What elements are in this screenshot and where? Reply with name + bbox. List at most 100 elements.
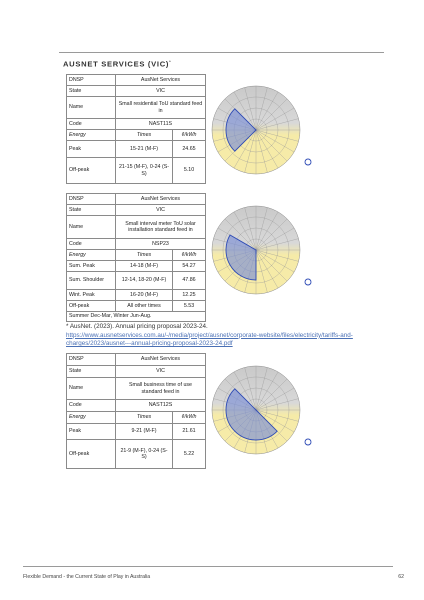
spoke bbox=[255, 238, 299, 251]
rate-label: Sum. Shoulder bbox=[66, 271, 116, 290]
cell-label: Name bbox=[66, 215, 116, 239]
col-head: Times bbox=[115, 129, 173, 141]
cell-label: Name bbox=[66, 377, 116, 400]
rate-label: Off-peak bbox=[66, 439, 116, 469]
spoke bbox=[255, 378, 288, 411]
cell-value: Small interval meter ToU solar installat… bbox=[115, 215, 206, 239]
col-head: Times bbox=[115, 249, 173, 261]
spoke bbox=[255, 249, 288, 282]
spoke bbox=[255, 249, 295, 273]
rate-label: Off-peak bbox=[66, 157, 116, 184]
cell-value: AusNet Services bbox=[115, 193, 206, 205]
col-head: Times bbox=[115, 411, 173, 424]
tariff-table-1: DNSP AusNet Services State VIC Name Small r… bbox=[66, 74, 206, 184]
spoke bbox=[255, 129, 295, 153]
cell-value: AusNet Services bbox=[115, 353, 206, 366]
footnote-text: * AusNet. (2023). Annual pricing proposa… bbox=[66, 323, 208, 330]
spoke bbox=[255, 129, 288, 162]
spoke bbox=[224, 218, 257, 251]
cell-label: State bbox=[66, 204, 116, 216]
spoke bbox=[244, 129, 257, 173]
rate-times: 16-20 (M-F) bbox=[115, 289, 173, 301]
spoke bbox=[255, 211, 279, 251]
spoke bbox=[244, 207, 257, 251]
spoke bbox=[255, 249, 299, 262]
cell-label: State bbox=[66, 365, 116, 378]
tariff-table-3: DNSP AusNet Services State VIC Name Small b… bbox=[66, 353, 206, 469]
cell-value: NAST11S bbox=[115, 118, 206, 130]
rate-label: Sum. Peak bbox=[66, 260, 116, 272]
spoke bbox=[255, 227, 295, 251]
legend-marker bbox=[304, 158, 312, 166]
top-rule bbox=[59, 52, 384, 53]
spoke bbox=[233, 129, 257, 169]
spoke bbox=[255, 249, 268, 293]
rate-times: 21-15 (M-F), 0-24 (S-S) bbox=[115, 157, 173, 184]
cell-label: Code bbox=[66, 238, 116, 250]
rate-label: Peak bbox=[66, 140, 116, 158]
cell-value: AusNet Services bbox=[115, 74, 206, 86]
col-head: Energy bbox=[66, 249, 116, 261]
spoke bbox=[233, 371, 257, 411]
spoke bbox=[255, 129, 299, 142]
usage-sector bbox=[225, 108, 257, 152]
legend-marker bbox=[304, 438, 312, 446]
spoke bbox=[255, 129, 279, 169]
spoke bbox=[255, 91, 279, 131]
tariff-table-2: DNSP AusNet Services State VIC Name Small i… bbox=[66, 193, 206, 322]
cell-label: DNSP bbox=[66, 353, 116, 366]
season-note: Summer Dec-Mar, Winter Jun-Aug. bbox=[66, 311, 206, 322]
rate-times: All other times bbox=[115, 300, 173, 312]
spoke bbox=[255, 367, 268, 411]
spoke bbox=[255, 207, 268, 251]
rate-value: 5.22 bbox=[172, 439, 206, 469]
footnote: * AusNet. (2023). Annual pricing proposa… bbox=[66, 323, 388, 349]
rate-times: 12-14, 18-20 (M-F) bbox=[115, 271, 173, 290]
col-head: Energy bbox=[66, 411, 116, 424]
legend-marker bbox=[304, 278, 312, 286]
cell-value: Small residential ToU standard feed in bbox=[115, 96, 206, 119]
footer-title: Flexible Demand - the Current State of P… bbox=[23, 574, 151, 580]
spoke bbox=[255, 98, 288, 131]
source-link[interactable]: https://www.ausnetservices.com.au/-/medi… bbox=[66, 331, 353, 348]
spoke bbox=[244, 87, 257, 131]
spoke bbox=[255, 409, 295, 433]
section-title: AUSNET SERVICES (VIC)* bbox=[63, 59, 172, 69]
spoke bbox=[255, 371, 279, 411]
spoke bbox=[255, 409, 299, 422]
cell-label: Name bbox=[66, 96, 116, 119]
cell-value: VIC bbox=[115, 204, 206, 216]
spoke bbox=[233, 211, 257, 251]
usage-sector bbox=[225, 388, 278, 441]
cell-label: DNSP bbox=[66, 74, 116, 86]
spoke bbox=[255, 129, 268, 173]
radial-clock-chart-1 bbox=[211, 85, 312, 175]
rate-label: Off-peak bbox=[66, 300, 116, 312]
cell-label: Code bbox=[66, 399, 116, 412]
radial-clock-chart-2 bbox=[211, 205, 312, 295]
rate-times: 14-18 (M-F) bbox=[115, 260, 173, 272]
spoke bbox=[255, 387, 295, 411]
spoke bbox=[244, 367, 257, 411]
spoke bbox=[255, 218, 288, 251]
cell-label: DNSP bbox=[66, 193, 116, 205]
spoke bbox=[255, 107, 295, 131]
spoke bbox=[255, 118, 299, 131]
col-head: Energy bbox=[66, 129, 116, 141]
cell-label: Code bbox=[66, 118, 116, 130]
cell-value: NAST12S bbox=[115, 399, 206, 412]
cell-value: Small business time of use standard feed… bbox=[115, 377, 206, 400]
page-number: 62 bbox=[398, 574, 404, 580]
spoke bbox=[255, 87, 268, 131]
radial-clock-chart-3 bbox=[211, 365, 312, 455]
rate-value: 5.10 bbox=[172, 157, 206, 184]
spoke bbox=[255, 249, 279, 289]
rate-label: Peak bbox=[66, 423, 116, 440]
usage-sector bbox=[225, 234, 257, 281]
cell-value: NSP23 bbox=[115, 238, 206, 250]
spoke bbox=[233, 91, 257, 131]
bottom-rule bbox=[23, 566, 393, 567]
spoke bbox=[255, 398, 299, 411]
cell-value: VIC bbox=[115, 365, 206, 378]
rate-times: 21-9 (M-F), 0-24 (S-S) bbox=[115, 439, 173, 469]
